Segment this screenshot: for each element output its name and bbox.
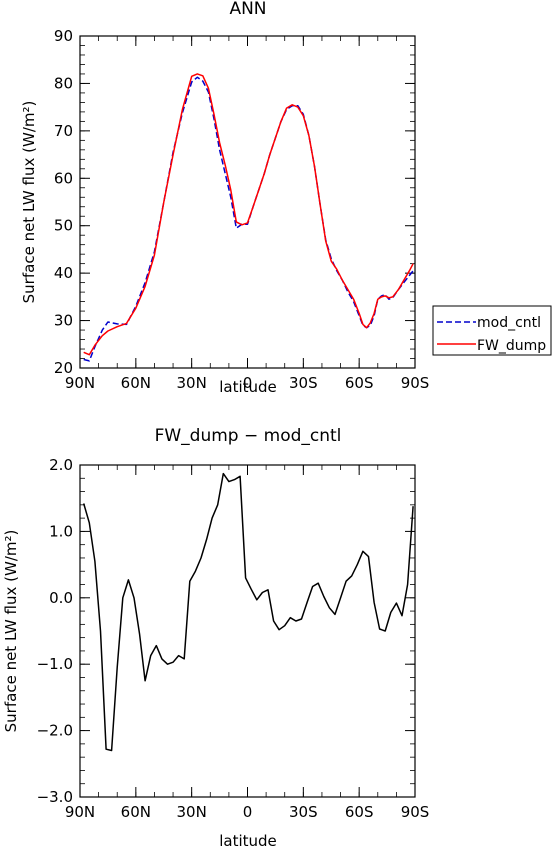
x-tick-label: 60N bbox=[121, 803, 151, 821]
x-tick-label: 30S bbox=[289, 374, 318, 392]
x-tick-label: 0 bbox=[243, 374, 253, 392]
bottom-y-axis-label: Surface net LW flux (W/m²) bbox=[2, 530, 20, 733]
y-tick-label: 40 bbox=[54, 264, 73, 282]
y-tick-label: 2.0 bbox=[49, 456, 73, 474]
y-tick-label: 30 bbox=[54, 312, 73, 330]
bottom-x-axis-label: latitude bbox=[219, 832, 277, 850]
top-y-axis-label-text: Surface net LW flux (W/m²) bbox=[20, 101, 38, 304]
x-tick-label: 30N bbox=[177, 374, 207, 392]
y-tick-label: 20 bbox=[54, 359, 73, 377]
top-chart-title: ANN bbox=[229, 0, 266, 19]
legend-box bbox=[432, 305, 552, 356]
FW-dump-series-line bbox=[83, 73, 414, 356]
y-tick-label: 0.0 bbox=[49, 589, 73, 607]
y-tick-label: 80 bbox=[54, 74, 73, 92]
x-tick-label: 60S bbox=[345, 374, 374, 392]
y-tick-label: −3.0 bbox=[37, 788, 73, 806]
legend-mod-cntl-label: mod_cntl bbox=[477, 315, 541, 331]
x-tick-label: 30S bbox=[289, 803, 318, 821]
legend: mod_cntl FW_dump bbox=[432, 305, 552, 356]
top-x-axis-label: latitude bbox=[219, 378, 277, 396]
y-tick-label: 70 bbox=[54, 122, 73, 140]
x-tick-label: 60S bbox=[345, 803, 374, 821]
bottom-chart-title: FW_dump − mod_cntl bbox=[155, 426, 342, 446]
bottom-panel: FW_dump − mod_cntl 2.0 1.0 0.0 −1.0 −2.0 −3.0… bbox=[2, 426, 429, 850]
legend-fw-dump-label: FW_dump bbox=[477, 338, 546, 354]
x-tick-label: 90N bbox=[65, 803, 95, 821]
x-tick-label: 90S bbox=[401, 374, 430, 392]
top-series-group bbox=[83, 73, 414, 362]
y-tick-label: 60 bbox=[54, 169, 73, 187]
bottom-y-axis-label-text: Surface net LW flux (W/m²) bbox=[2, 530, 20, 733]
y-tick-label: −2.0 bbox=[37, 722, 73, 740]
y-tick-label: 50 bbox=[54, 217, 73, 235]
x-tick-label: 90N bbox=[65, 374, 95, 392]
difference-series-line bbox=[82, 472, 414, 752]
bottom-series-group bbox=[82, 472, 414, 752]
top-y-axis-label: Surface net LW flux (W/m²) bbox=[20, 101, 38, 304]
y-tick-label: 90 bbox=[54, 27, 73, 45]
x-tick-label: 30N bbox=[177, 803, 207, 821]
x-tick-label: 0 bbox=[243, 803, 253, 821]
top-axis-ticks: 20 30 40 50 60 70 80 90 90N 60N 30N 0 30S 60S 90S bbox=[54, 27, 429, 392]
y-tick-label: 1.0 bbox=[49, 522, 73, 540]
bottom-plot-frame bbox=[79, 464, 416, 798]
x-tick-label: 60N bbox=[121, 374, 151, 392]
y-tick-label: −1.0 bbox=[37, 655, 73, 673]
x-tick-label: 90S bbox=[401, 803, 430, 821]
